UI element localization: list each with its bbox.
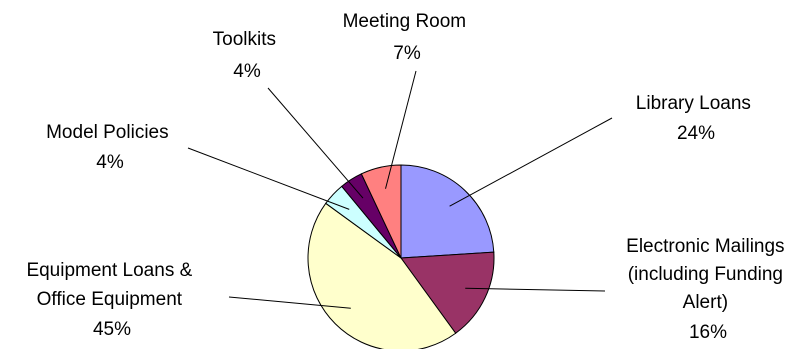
pie-slice-library-loans xyxy=(400,164,495,259)
label-line: (including Funding xyxy=(628,264,783,285)
pie-slices xyxy=(307,164,495,349)
leader-line-equipment-loans xyxy=(228,296,351,309)
pie-slice-electronic-mailings xyxy=(400,251,495,334)
leader-line-library-loans xyxy=(449,117,613,207)
label-line: Electronic Mailings xyxy=(626,236,784,257)
leader-line-model-policies xyxy=(187,147,350,210)
leader-lines xyxy=(187,70,613,309)
label-line: Equipment Loans & xyxy=(26,260,192,281)
label-line: Meeting Room xyxy=(343,11,467,32)
pct-label: 4% xyxy=(233,61,261,82)
label-line: Toolkits xyxy=(213,29,276,50)
label-line: Model Policies xyxy=(46,122,169,143)
slice-label-library-loans: Library Loans 24% xyxy=(636,93,756,144)
pie-slice-equipment-loans xyxy=(307,202,457,349)
slice-label-equipment-loans: Equipment Loans & Office Equipment 45% xyxy=(26,260,197,340)
leader-line-meeting-room xyxy=(385,70,417,189)
leader-line-toolkits xyxy=(267,87,364,199)
pct-label: 4% xyxy=(96,152,124,173)
pct-label: 7% xyxy=(393,43,421,64)
label-line: Library Loans xyxy=(636,93,751,114)
pct-label: 24% xyxy=(677,123,715,144)
slice-label-electronic-mailings: Electronic Mailings (including Funding A… xyxy=(626,236,790,343)
slice-label-toolkits: Toolkits 4% xyxy=(213,29,282,82)
leader-line-electronic-mailings xyxy=(465,287,606,292)
pct-label: 45% xyxy=(93,319,131,340)
slice-label-model-policies: Model Policies 4% xyxy=(46,122,174,173)
pct-label: 16% xyxy=(689,322,727,343)
slice-label-meeting-room: Meeting Room 7% xyxy=(343,11,472,64)
pie-slice-meeting-room xyxy=(360,164,402,259)
label-line: Alert) xyxy=(683,292,728,313)
label-line: Office Equipment xyxy=(37,289,183,310)
